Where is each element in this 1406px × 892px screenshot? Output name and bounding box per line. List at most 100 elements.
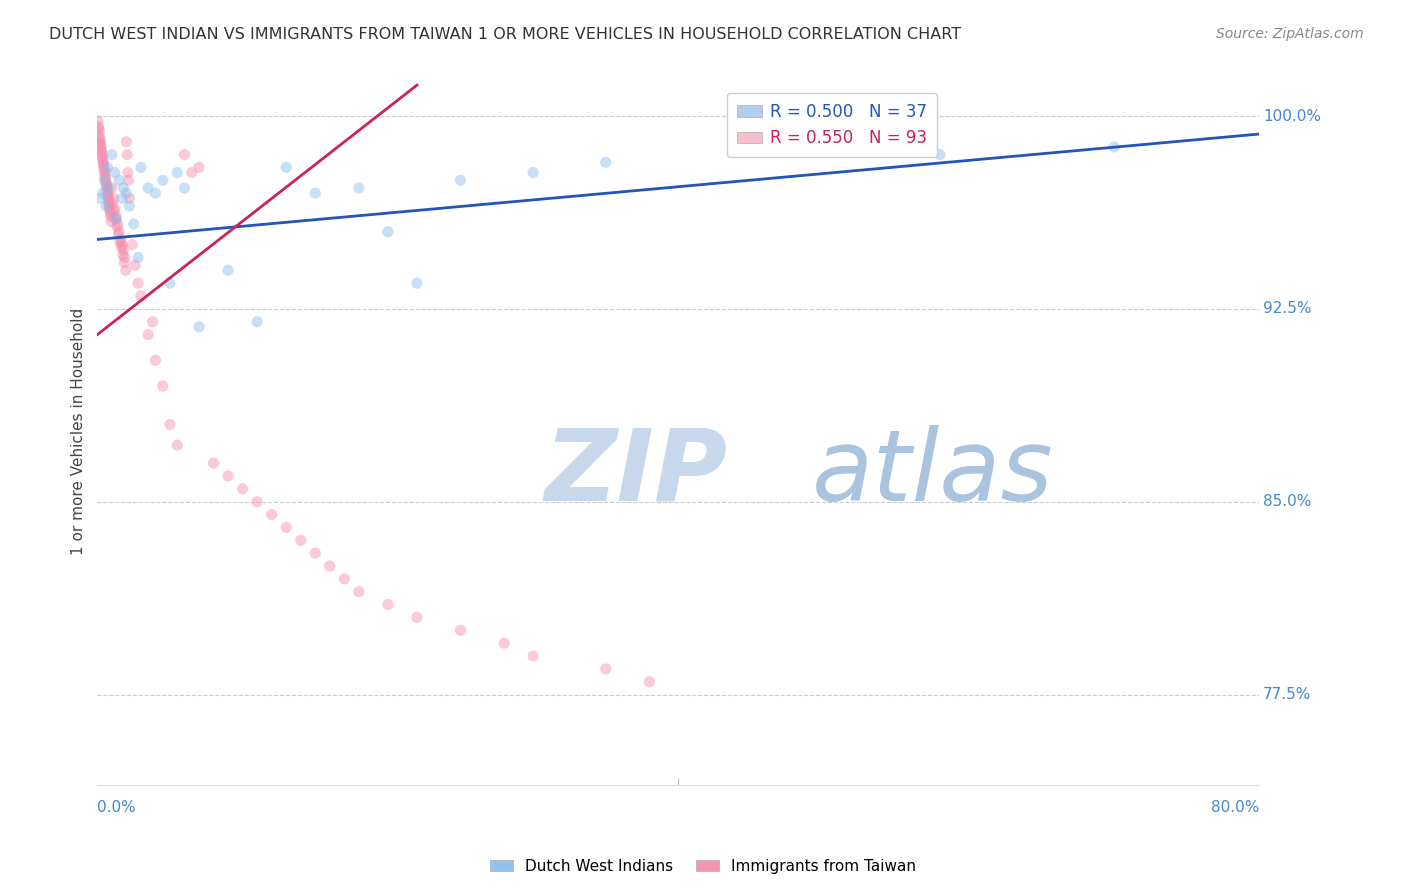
Point xyxy=(377,598,399,612)
Point xyxy=(93,165,115,179)
Point xyxy=(377,225,399,239)
Text: 80.0%: 80.0% xyxy=(1211,800,1260,815)
Text: Source: ZipAtlas.com: Source: ZipAtlas.com xyxy=(1216,27,1364,41)
Point xyxy=(260,508,283,522)
Point xyxy=(118,199,141,213)
Point xyxy=(104,165,127,179)
Point xyxy=(105,219,128,234)
Point xyxy=(166,165,188,179)
Point xyxy=(136,327,159,342)
Point xyxy=(152,379,174,393)
Point xyxy=(118,191,141,205)
Point xyxy=(111,248,134,262)
Point xyxy=(122,217,145,231)
Point xyxy=(101,181,124,195)
Point xyxy=(103,204,125,219)
Point xyxy=(90,145,112,159)
Point xyxy=(145,353,167,368)
Point xyxy=(93,163,115,178)
Point xyxy=(93,158,115,172)
Point xyxy=(91,153,114,167)
Point xyxy=(129,161,152,175)
Point xyxy=(173,147,195,161)
Point xyxy=(115,147,138,161)
Point xyxy=(96,161,118,175)
Point xyxy=(166,438,188,452)
Point xyxy=(104,211,127,226)
Point xyxy=(98,199,121,213)
Point xyxy=(104,202,127,216)
Point xyxy=(90,140,112,154)
Point xyxy=(319,559,342,574)
Point xyxy=(90,137,112,152)
Point xyxy=(89,135,111,149)
Point xyxy=(100,214,122,228)
Point xyxy=(121,237,143,252)
Point xyxy=(112,181,135,195)
Point xyxy=(91,186,114,201)
Point xyxy=(93,173,115,187)
Point xyxy=(159,417,181,432)
Point xyxy=(103,191,125,205)
Point xyxy=(217,469,239,483)
Point xyxy=(145,186,167,201)
Point xyxy=(112,255,135,269)
Point xyxy=(217,263,239,277)
Point xyxy=(246,315,269,329)
Point xyxy=(96,186,118,201)
Point xyxy=(1102,140,1125,154)
Point xyxy=(87,124,110,138)
Point xyxy=(124,258,146,272)
Y-axis label: 1 or more Vehicles in Household: 1 or more Vehicles in Household xyxy=(72,308,86,555)
Text: 100.0%: 100.0% xyxy=(1263,109,1320,123)
Point xyxy=(347,181,370,195)
Point xyxy=(127,251,149,265)
Point xyxy=(406,276,429,290)
Point xyxy=(290,533,312,548)
Point xyxy=(112,243,135,257)
Point xyxy=(89,191,111,205)
Point xyxy=(450,624,472,638)
Point xyxy=(188,319,211,334)
Legend: R = 0.500   N = 37, R = 0.550   N = 93: R = 0.500 N = 37, R = 0.550 N = 93 xyxy=(727,93,938,157)
Point xyxy=(522,165,544,179)
Point xyxy=(93,161,115,175)
Point xyxy=(232,482,254,496)
Point xyxy=(494,636,516,650)
Point xyxy=(100,207,122,221)
Point xyxy=(246,494,269,508)
Point xyxy=(152,173,174,187)
Point xyxy=(97,188,120,202)
Point xyxy=(89,132,111,146)
Point xyxy=(107,227,129,242)
Point xyxy=(347,584,370,599)
Text: 92.5%: 92.5% xyxy=(1263,301,1312,317)
Point xyxy=(173,181,195,195)
Point xyxy=(110,232,132,246)
Point xyxy=(94,173,117,187)
Point xyxy=(97,194,120,208)
Text: 85.0%: 85.0% xyxy=(1263,494,1312,509)
Point xyxy=(91,147,114,161)
Point xyxy=(884,103,907,118)
Point xyxy=(129,289,152,303)
Point xyxy=(91,150,114,164)
Point xyxy=(115,186,138,201)
Point xyxy=(111,191,134,205)
Legend: Dutch West Indians, Immigrants from Taiwan: Dutch West Indians, Immigrants from Taiw… xyxy=(484,853,922,880)
Text: 77.5%: 77.5% xyxy=(1263,687,1312,702)
Point xyxy=(108,235,131,249)
Point xyxy=(94,168,117,182)
Point xyxy=(117,173,139,187)
Point xyxy=(97,191,120,205)
Point xyxy=(98,196,121,211)
Point xyxy=(114,263,136,277)
Point xyxy=(107,217,129,231)
Point xyxy=(595,155,617,169)
Point xyxy=(111,237,134,252)
Point xyxy=(87,114,110,128)
Point xyxy=(94,176,117,190)
Point xyxy=(87,121,110,136)
Point xyxy=(406,610,429,624)
Point xyxy=(87,120,110,134)
